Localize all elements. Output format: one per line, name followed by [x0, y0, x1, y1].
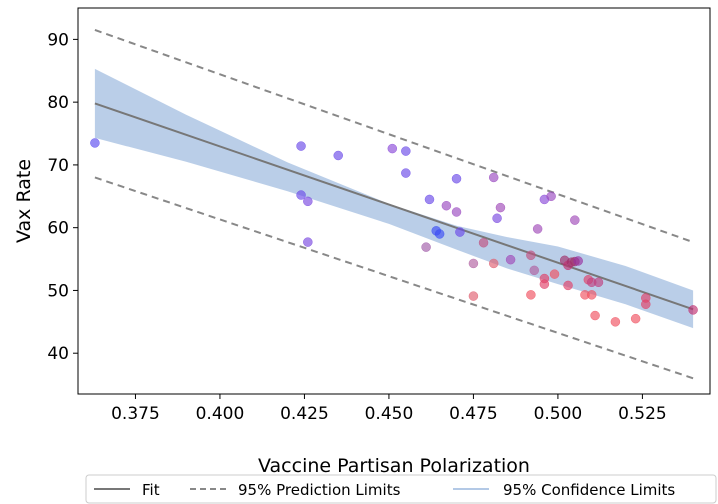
data-point [303, 237, 313, 247]
x-tick-label: 0.525 [618, 404, 667, 424]
data-point [495, 202, 506, 213]
x-tick-label: 0.450 [365, 404, 414, 424]
data-point [492, 213, 502, 224]
x-tick-label: 0.475 [449, 404, 498, 424]
y-tick-label: 90 [47, 30, 69, 50]
x-axis-ticks: 0.375 0.400 0.425 0.450 0.475 0.500 0.525 [111, 394, 667, 424]
fit-line [94, 102, 694, 311]
data-point [563, 280, 573, 291]
y-axis-label: Vax Rate [13, 159, 35, 243]
legend-prediction-label: 95% Prediction Limits [238, 481, 401, 499]
x-axis-label: Vaccine Partisan Polarization [258, 455, 530, 477]
data-point [610, 317, 621, 327]
data-point [590, 310, 600, 321]
data-point [539, 279, 550, 289]
y-axis-ticks: 40 50 60 70 80 90 [47, 30, 78, 364]
x-tick-label: 0.400 [196, 404, 245, 424]
data-point [401, 168, 411, 178]
data-point [333, 150, 343, 161]
data-point [478, 237, 489, 248]
data-point [468, 291, 479, 301]
data-point [488, 258, 499, 269]
prediction-limit-upper [94, 29, 694, 244]
y-tick-label: 40 [47, 344, 69, 364]
data-point [455, 227, 465, 237]
y-tick-label: 80 [47, 93, 69, 113]
data-point [401, 146, 411, 156]
data-point [526, 250, 536, 261]
data-point [641, 299, 651, 309]
data-point [387, 143, 398, 154]
data-point [688, 305, 698, 315]
plot-frame [77, 7, 711, 395]
data-point [526, 290, 536, 300]
y-tick-label: 70 [47, 156, 69, 176]
data-point [630, 313, 641, 324]
data-point [434, 229, 445, 239]
points-layer [90, 138, 698, 327]
x-tick-label: 0.375 [111, 404, 160, 424]
legend: Fit 95% Prediction Limits 95% Confidence… [85, 474, 717, 504]
data-point [549, 269, 560, 279]
data-point [296, 141, 306, 151]
x-tick-label: 0.425 [280, 404, 329, 424]
data-point [421, 242, 431, 252]
x-tick-label: 0.500 [534, 404, 583, 424]
data-point [573, 256, 583, 266]
legend-fit-label: Fit [142, 481, 160, 499]
lines-layer [94, 29, 694, 380]
data-point [546, 191, 556, 202]
data-point [468, 258, 479, 269]
legend-box [85, 474, 717, 504]
data-point [505, 254, 516, 265]
data-point [451, 173, 462, 184]
data-point [90, 138, 100, 148]
prediction-limit-lower [94, 176, 694, 380]
confidence-band [94, 68, 694, 329]
data-point [586, 290, 597, 300]
data-point [303, 196, 313, 207]
legend-confidence-label: 95% Confidence Limits [503, 481, 675, 499]
data-point [532, 224, 543, 234]
y-tick-label: 50 [47, 281, 69, 301]
confidence-band-layer [94, 68, 694, 329]
data-point [424, 194, 435, 205]
data-point [296, 190, 306, 200]
y-tick-label: 60 [47, 219, 69, 239]
data-point [529, 265, 540, 276]
data-point [441, 200, 452, 211]
data-point [593, 277, 604, 288]
data-point [488, 172, 499, 183]
data-point [570, 215, 580, 225]
data-point [451, 207, 462, 217]
